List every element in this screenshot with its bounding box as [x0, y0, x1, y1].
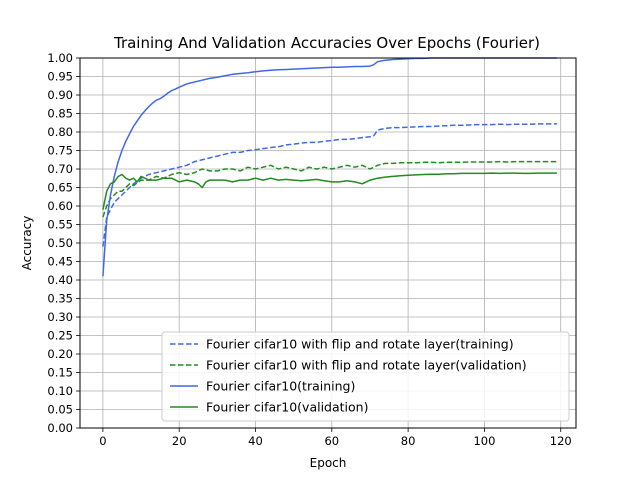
y-tick-label: 0.60	[47, 199, 73, 213]
y-tick-label: 0.25	[47, 329, 73, 343]
y-tick-label: 0.10	[47, 384, 73, 398]
chart-title: Training And Validation Accuracies Over …	[113, 34, 540, 52]
plot-area	[102, 57, 557, 277]
y-tick-label: 1.00	[47, 51, 73, 65]
y-tick-label: 0.80	[47, 125, 73, 139]
x-tick-label: 20	[172, 434, 187, 448]
y-axis-label: Accuracy	[20, 216, 34, 271]
legend-entry: Fourier cifar10 with flip and rotate lay…	[206, 358, 527, 373]
y-tick-label: 0.50	[47, 236, 73, 250]
y-tick-label: 0.35	[47, 292, 73, 306]
legend-entry: Fourier cifar10(training)	[206, 379, 355, 394]
x-tick-label: 80	[401, 434, 416, 448]
y-tick-label: 0.30	[47, 310, 73, 324]
y-tick-label: 0.15	[47, 366, 73, 380]
y-axis-ticks: 0.00 0.05 0.10 0.15 0.20 0.25 0.30 0.35 0.40 0.45…	[47, 51, 80, 435]
y-tick-label: 0.40	[47, 273, 73, 287]
legend-entry: Fourier cifar10(validation)	[206, 400, 368, 415]
y-tick-label: 0.05	[47, 403, 73, 417]
x-tick-label: 60	[324, 434, 339, 448]
x-tick-label: 40	[248, 434, 263, 448]
x-tick-label: 100	[473, 434, 495, 448]
legend-entry: Fourier cifar10 with flip and rotate lay…	[206, 337, 514, 352]
y-tick-label: 0.00	[47, 421, 73, 435]
legend: Fourier cifar10 with flip and rotate lay…	[161, 331, 570, 422]
y-tick-label: 0.70	[47, 162, 73, 176]
series-line-1	[102, 123, 557, 247]
legend-box	[161, 331, 570, 422]
series-line-4	[102, 172, 557, 210]
y-tick-label: 0.90	[47, 88, 73, 102]
x-axis-ticks: 0 20 40 60 80 100 120	[99, 428, 572, 448]
y-tick-label: 0.75	[47, 144, 73, 158]
y-tick-label: 0.45	[47, 255, 73, 269]
y-tick-label: 0.55	[47, 218, 73, 232]
y-tick-label: 0.95	[47, 70, 73, 84]
y-tick-label: 0.20	[47, 347, 73, 361]
series-line-2	[102, 160, 557, 218]
x-tick-label: 120	[550, 434, 572, 448]
series-line-3	[102, 57, 557, 277]
x-axis-label: Epoch	[310, 456, 347, 470]
x-tick-label: 0	[99, 434, 106, 448]
y-tick-label: 0.65	[47, 181, 73, 195]
y-tick-label: 0.85	[47, 107, 73, 121]
